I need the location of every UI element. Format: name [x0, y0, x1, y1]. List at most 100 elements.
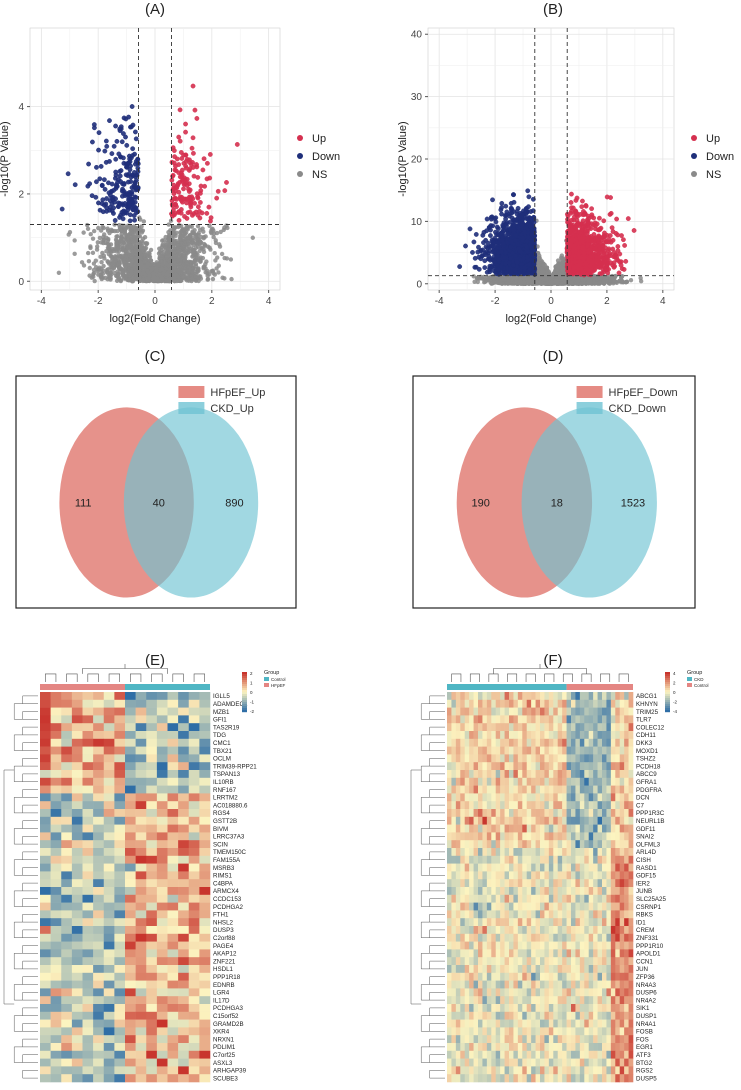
down-point [105, 144, 109, 148]
ns-point [149, 258, 153, 262]
ns-point [139, 228, 143, 232]
ns-point [88, 244, 92, 248]
ns-point [161, 238, 165, 242]
ns-point [127, 277, 131, 281]
ns-point [126, 251, 130, 255]
down-point [96, 148, 100, 152]
ns-point [105, 270, 109, 274]
down-point [104, 202, 108, 206]
panel-label-a: (A) [145, 1, 165, 18]
up-point [181, 153, 185, 157]
ns-point [185, 226, 189, 230]
ns-point [98, 236, 102, 240]
ns-point [109, 250, 113, 254]
down-point [122, 182, 126, 186]
up-point [195, 116, 199, 120]
ns-point [198, 240, 202, 244]
ns-point [82, 263, 86, 267]
legend-key-up [297, 135, 303, 141]
ns-point [175, 243, 179, 247]
ns-point [178, 256, 182, 260]
ns-point [134, 247, 138, 251]
ns-point [124, 274, 128, 278]
down-point [103, 149, 107, 153]
ns-point [89, 232, 93, 236]
down-point [94, 165, 98, 169]
ns-point [104, 249, 108, 253]
ns-point [99, 273, 103, 277]
down-point [102, 177, 106, 181]
ns-point [166, 278, 170, 282]
ns-point [81, 230, 85, 234]
up-point [173, 202, 177, 206]
down-point [100, 183, 104, 187]
ns-point [215, 255, 219, 259]
ns-point [114, 234, 118, 238]
ns-point [159, 245, 163, 249]
up-point [208, 219, 212, 223]
ns-point [196, 276, 200, 280]
ns-point [144, 241, 148, 245]
down-point [124, 117, 128, 121]
ns-point [127, 236, 131, 240]
down-point [127, 161, 131, 165]
ns-point [119, 237, 123, 241]
down-point [125, 165, 129, 169]
down-point [110, 151, 114, 155]
ns-point [187, 265, 191, 269]
legend-key-ns [297, 171, 303, 177]
up-point [172, 154, 176, 158]
down-point [133, 162, 137, 166]
ns-point [251, 236, 255, 240]
ns-point [72, 252, 76, 256]
ns-point [180, 234, 184, 238]
ns-point [176, 278, 180, 282]
ns-point [123, 232, 127, 236]
up-point [194, 162, 198, 166]
down-point [116, 177, 120, 181]
ns-point [118, 226, 122, 230]
ns-point [130, 239, 134, 243]
ns-point [155, 264, 159, 268]
legend-label-ns: NS [312, 169, 327, 181]
x-tick-label: 4 [266, 296, 272, 307]
up-point [174, 168, 178, 172]
ns-point [68, 230, 72, 234]
ns-point [222, 276, 226, 280]
down-point [132, 170, 136, 174]
ns-point [127, 273, 131, 277]
ns-point [217, 263, 221, 267]
ns-point [126, 246, 130, 250]
down-point [119, 168, 123, 172]
up-point [177, 135, 181, 139]
ns-point [195, 267, 199, 271]
ns-point [179, 241, 183, 245]
ns-point [186, 250, 190, 254]
ns-point [173, 273, 177, 277]
down-point [108, 205, 112, 209]
down-point [120, 140, 124, 144]
ns-point [106, 238, 110, 242]
ns-point [203, 262, 207, 266]
up-point [191, 84, 195, 88]
ns-point [92, 279, 96, 283]
ns-point [210, 227, 214, 231]
ns-point [138, 261, 142, 265]
ns-point [211, 277, 215, 281]
ns-point [164, 255, 168, 259]
up-point [208, 176, 212, 180]
up-point [224, 180, 228, 184]
down-point [115, 139, 119, 143]
ns-point [123, 264, 127, 268]
ns-point [112, 271, 116, 275]
up-point [189, 162, 193, 166]
ns-point [137, 275, 141, 279]
ns-point [143, 259, 147, 263]
up-point [192, 201, 196, 205]
up-point [173, 211, 177, 215]
up-point [183, 122, 187, 126]
down-point [97, 130, 101, 134]
down-point [133, 130, 137, 134]
